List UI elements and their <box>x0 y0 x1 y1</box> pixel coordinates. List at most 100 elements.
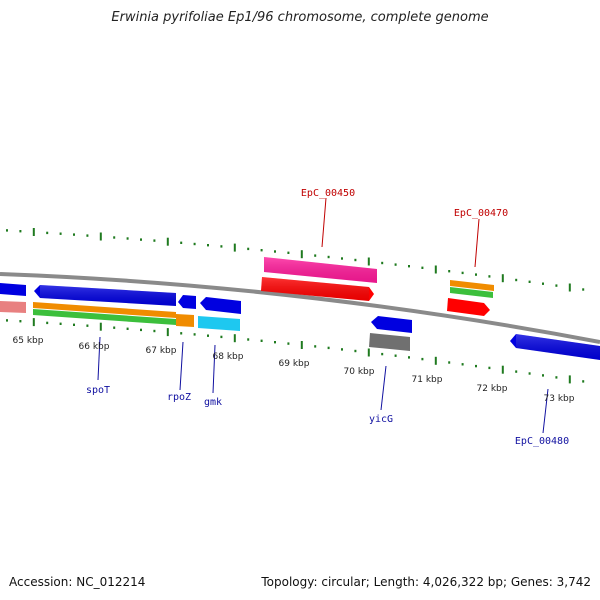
inner-tick <box>220 335 223 339</box>
inner-tick <box>32 318 35 327</box>
outer-tick <box>582 288 585 291</box>
inner-tick <box>528 372 531 375</box>
inner-tick <box>99 322 102 331</box>
cds-feature-EpC_00470[interactable] <box>447 298 490 316</box>
gene-feature-rpoZ[interactable] <box>176 314 194 327</box>
inner-tick <box>287 342 290 345</box>
tick-label-70: 70 kbp <box>344 367 375 377</box>
gene-label-EpC_00450[interactable]: EpC_00450 <box>301 188 355 199</box>
outer-tick <box>488 275 491 278</box>
inner-tick <box>193 333 196 336</box>
outer-tick <box>6 229 8 232</box>
inner-tick <box>488 366 491 370</box>
tick-label-73: 73 kbp <box>544 394 575 404</box>
inner-tick <box>233 334 236 343</box>
outer-tick <box>408 265 410 268</box>
outer-tick-row <box>6 228 585 292</box>
cds-feature-left-edge[interactable] <box>0 283 26 296</box>
topology-text: Topology: circular; Length: 4,026,322 bp… <box>261 575 591 589</box>
outer-tick <box>86 234 89 237</box>
tick-label-68: 68 kbp <box>213 352 244 362</box>
inner-tick <box>475 364 477 368</box>
gene-label-gmk[interactable]: gmk <box>204 397 222 408</box>
inner-tick <box>354 349 357 353</box>
gene-feature-spoT[interactable] <box>33 302 176 318</box>
outer-tick <box>46 231 49 235</box>
outer-tick <box>247 247 250 251</box>
outer-tick <box>207 244 209 247</box>
outer-tick <box>448 270 451 273</box>
inner-tick <box>421 357 424 361</box>
cds-feature-gmk[interactable] <box>200 297 241 314</box>
tick-label-66: 66 kbp <box>79 342 110 352</box>
outer-tick <box>233 243 236 252</box>
gene-feature-EpC_00470[interactable] <box>450 280 494 291</box>
inner-tick <box>555 376 558 379</box>
outer-tick <box>260 249 263 252</box>
tick-label-72: 72 kbp <box>477 384 508 394</box>
inner-tick <box>46 321 49 325</box>
outer-tick <box>501 274 504 283</box>
outer-tick <box>381 261 384 265</box>
gene-label-EpC_00480[interactable]: EpC_00480 <box>515 436 569 447</box>
tick-label-69: 69 kbp <box>279 359 310 369</box>
inner-tick <box>515 370 518 373</box>
outer-tick <box>515 278 518 282</box>
outer-tick <box>180 241 183 244</box>
inner-tick <box>140 328 142 332</box>
tick-label-71: 71 kbp <box>412 375 443 385</box>
outer-tick <box>568 283 571 292</box>
inner-tick <box>274 341 276 344</box>
mrna-feature-EpC_00470[interactable] <box>450 287 493 298</box>
inner-tick <box>126 327 129 330</box>
outer-tick <box>461 271 464 275</box>
inner-tick <box>408 356 410 359</box>
inner-tick <box>314 345 317 348</box>
map-title: Erwinia pyrifoliae Ep1/96 chromosome, co… <box>111 10 489 25</box>
inner-tick <box>300 341 303 349</box>
inner-tick <box>113 326 116 329</box>
outer-tick <box>32 228 35 236</box>
inner-tick <box>542 374 544 377</box>
inner-tick <box>260 339 263 342</box>
inner-tick <box>501 365 504 374</box>
outer-tick <box>327 255 330 259</box>
inner-tick <box>394 354 397 357</box>
gene-label-spoT[interactable]: spoT <box>86 385 110 396</box>
gene-label-yicG[interactable]: yicG <box>369 414 393 425</box>
outer-tick <box>555 284 558 287</box>
outer-tick <box>153 239 156 242</box>
inner-tick <box>73 323 75 326</box>
label-connectors <box>97 336 549 434</box>
inner-tick <box>247 338 250 341</box>
mrna-feature-spoT[interactable] <box>33 309 176 325</box>
cds-feature-rpoZ[interactable] <box>178 295 196 309</box>
outer-tick <box>59 232 62 235</box>
inner-tick <box>6 319 8 322</box>
inner-tick <box>19 320 22 323</box>
genome-backbone <box>0 272 600 344</box>
inner-tick <box>461 363 464 366</box>
inner-tick <box>568 375 571 384</box>
inner-tick <box>327 346 330 350</box>
inner-tick <box>86 324 89 327</box>
outer-tick <box>99 232 102 241</box>
outer-tick <box>434 265 437 274</box>
outer-tick <box>73 233 75 236</box>
tick-label-65: 65 kbp <box>13 336 44 346</box>
cds-feature-yicG[interactable] <box>371 316 412 333</box>
rrna-feature-left-edge[interactable] <box>0 301 26 313</box>
outer-tick <box>475 273 477 276</box>
inner-tick <box>59 322 62 325</box>
gene-label-rpoZ[interactable]: rpoZ <box>167 392 191 403</box>
gene-label-EpC_00470[interactable]: EpC_00470 <box>454 208 508 219</box>
outer-tick <box>220 245 223 248</box>
accession-text: Accession: NC_012214 <box>9 575 146 589</box>
misc-feature-yicG[interactable] <box>369 333 410 351</box>
outer-tick <box>19 230 22 233</box>
outer-tick <box>126 237 129 240</box>
inner-tick <box>434 356 437 365</box>
outer-tick <box>528 280 531 283</box>
misc-feature-gmk[interactable] <box>198 316 240 331</box>
